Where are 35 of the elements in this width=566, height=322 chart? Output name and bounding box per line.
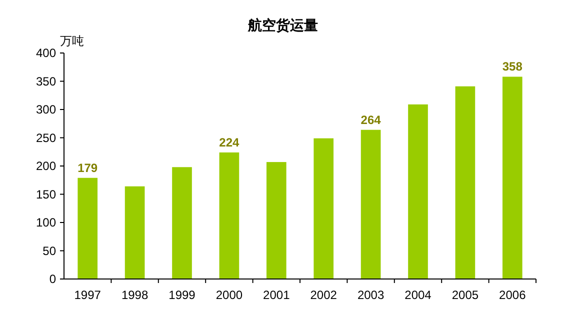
y-tick-label: 250 [36, 130, 56, 145]
bar [314, 138, 334, 279]
bar [408, 104, 428, 279]
data-label: 179 [78, 160, 98, 175]
y-tick-label: 50 [42, 244, 56, 258]
x-tick-label: 2002 [310, 288, 338, 302]
x-tick-label: 2004 [404, 288, 432, 302]
y-tick-label: 100 [36, 216, 56, 230]
bar [266, 162, 286, 279]
y-tick-label: 200 [36, 159, 56, 174]
x-tick-label: 2003 [357, 288, 384, 302]
y-tick-label: 300 [36, 102, 56, 117]
bar [502, 76, 522, 279]
y-tick-label: 350 [36, 74, 56, 88]
x-tick-label: 1997 [74, 288, 102, 302]
bar [455, 86, 476, 279]
y-tick-label: 0 [49, 272, 56, 286]
x-tick-label: 1998 [121, 288, 148, 302]
x-tick-label: 1999 [168, 288, 196, 302]
bar [172, 167, 192, 279]
data-label: 264 [360, 112, 382, 127]
x-tick-label: 2001 [263, 288, 290, 302]
x-tick-label: 2000 [216, 288, 243, 302]
bar [219, 152, 240, 279]
chart-title: 航空货运量 [247, 17, 318, 33]
data-label: 224 [219, 135, 240, 150]
bar [78, 178, 98, 279]
data-label: 358 [502, 60, 523, 74]
bar [124, 186, 145, 279]
y-axis-title: 万吨 [60, 34, 84, 48]
y-tick-label: 150 [36, 187, 56, 202]
y-tick-label: 400 [36, 46, 56, 60]
bar [360, 130, 381, 279]
x-tick-label: 2005 [452, 288, 479, 302]
x-tick-label: 2006 [499, 288, 526, 302]
